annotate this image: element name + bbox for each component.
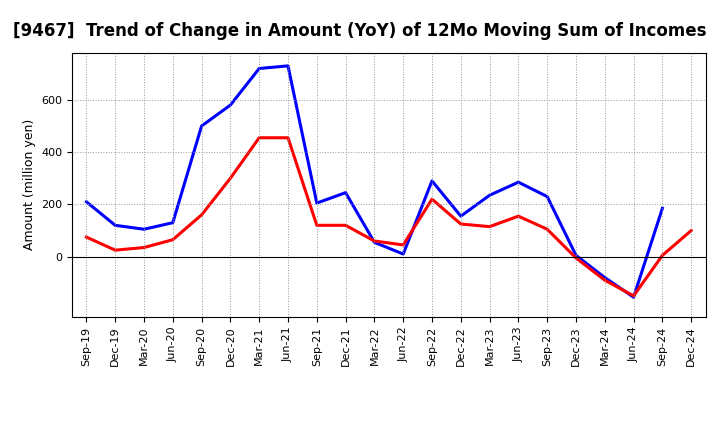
Net Income <box>485 224 494 229</box>
Net Income <box>629 293 638 298</box>
Net Income <box>456 221 465 227</box>
Ordinary Income <box>485 193 494 198</box>
Ordinary Income <box>168 220 177 225</box>
Line: Net Income: Net Income <box>86 138 691 296</box>
Net Income <box>284 135 292 140</box>
Net Income <box>341 223 350 228</box>
Ordinary Income <box>255 66 264 71</box>
Text: [9467]  Trend of Change in Amount (YoY) of 12Mo Moving Sum of Incomes: [9467] Trend of Change in Amount (YoY) o… <box>13 22 707 40</box>
Ordinary Income <box>312 201 321 206</box>
Net Income <box>140 245 148 250</box>
Ordinary Income <box>226 103 235 108</box>
Ordinary Income <box>140 227 148 232</box>
Net Income <box>514 213 523 219</box>
Net Income <box>428 197 436 202</box>
Ordinary Income <box>658 205 667 211</box>
Ordinary Income <box>514 180 523 185</box>
Ordinary Income <box>341 190 350 195</box>
Net Income <box>370 238 379 244</box>
Net Income <box>543 227 552 232</box>
Net Income <box>255 135 264 140</box>
Net Income <box>226 176 235 181</box>
Net Income <box>197 212 206 217</box>
Net Income <box>399 242 408 248</box>
Ordinary Income <box>456 213 465 219</box>
Ordinary Income <box>543 194 552 199</box>
Net Income <box>312 223 321 228</box>
Net Income <box>687 228 696 233</box>
Net Income <box>111 248 120 253</box>
Net Income <box>168 237 177 242</box>
Net Income <box>600 278 609 283</box>
Ordinary Income <box>197 123 206 128</box>
Ordinary Income <box>629 294 638 300</box>
Net Income <box>572 255 580 260</box>
Ordinary Income <box>284 63 292 69</box>
Ordinary Income <box>572 253 580 258</box>
Ordinary Income <box>600 275 609 280</box>
Net Income <box>82 235 91 240</box>
Ordinary Income <box>399 251 408 257</box>
Y-axis label: Amount (million yen): Amount (million yen) <box>22 119 35 250</box>
Net Income <box>658 253 667 258</box>
Ordinary Income <box>370 240 379 245</box>
Ordinary Income <box>111 223 120 228</box>
Ordinary Income <box>82 199 91 205</box>
Ordinary Income <box>428 178 436 183</box>
Line: Ordinary Income: Ordinary Income <box>86 66 662 297</box>
